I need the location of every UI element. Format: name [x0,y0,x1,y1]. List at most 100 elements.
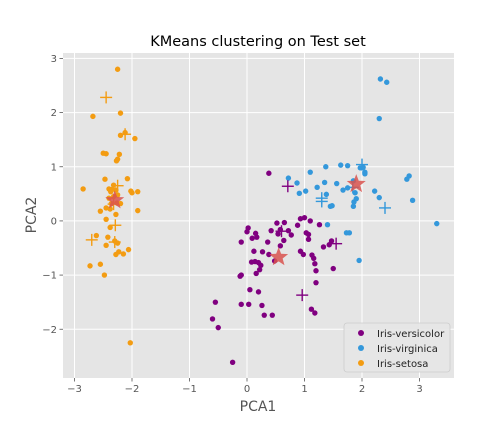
point-iris-virginica [384,79,390,85]
point-iris-virginica [323,191,330,198]
point-iris-versicolor [229,359,236,365]
point-iris-versicolor [268,227,274,234]
point-iris-versicolor [313,279,319,286]
point-iris-setosa [117,110,124,116]
centroid-markers [105,174,366,266]
point-iris-virginica [302,188,309,194]
point-iris-virginica [329,203,335,209]
point-iris-versicolor [209,316,216,322]
point-iris-setosa [113,251,119,258]
x-tick-label: −1 [182,384,197,395]
centroid-star-iris-versicolor [269,247,289,266]
cross-marker-iris-setosa [108,236,121,249]
point-iris-setosa [129,190,135,196]
point-iris-versicolor [261,312,267,318]
point-iris-versicolor [269,312,275,318]
point-iris-versicolor [258,262,264,269]
point-iris-setosa [114,156,121,162]
legend-marker-virginica [358,345,364,351]
point-iris-virginica [376,194,382,201]
point-iris-versicolor [308,306,315,312]
point-iris-versicolor [274,220,280,226]
point-iris-versicolor [307,218,313,224]
legend-marker-versicolor [358,330,364,336]
point-iris-virginica [371,188,378,194]
x-axis-label: PCA1 [240,399,277,415]
point-iris-setosa [102,176,108,182]
point-iris-virginica [314,184,320,191]
point-iris-setosa [135,207,141,214]
point-iris-virginica [376,115,382,122]
legend: Iris-versicolor Iris-virginica Iris-seto… [343,322,451,373]
point-iris-setosa [109,186,115,193]
point-iris-setosa [103,216,109,222]
point-iris-versicolor [300,251,307,258]
centroid-star-iris-virginica [346,174,366,193]
point-iris-setosa [105,234,111,240]
point-iris-versicolor [246,301,252,308]
point-iris-versicolor [266,251,272,258]
cross-marker-iris-setosa [111,179,124,192]
point-iris-virginica [409,197,416,204]
point-iris-versicolor [313,268,319,274]
point-iris-versicolor [244,229,250,235]
point-iris-versicolor [215,324,221,331]
point-iris-versicolor [281,237,287,244]
point-iris-virginica [324,222,331,228]
point-iris-versicolor [256,266,263,273]
point-iris-virginica [307,169,313,175]
point-iris-versicolor [328,238,335,244]
x-tick-label: −2 [125,384,140,395]
cross-marker-iris-setosa [119,128,132,141]
y-tick-label: −1 [42,271,57,282]
point-iris-virginica [356,257,362,264]
legend-label-versicolor: Iris-versicolor [377,329,445,340]
point-iris-setosa [113,211,119,218]
y-tick-label: −2 [42,325,57,336]
point-iris-virginica [377,76,384,82]
point-iris-versicolor [277,243,284,249]
point-iris-setosa [132,135,138,142]
point-iris-virginica [362,169,368,175]
point-iris-virginica [353,196,359,202]
point-iris-versicolor [316,222,323,228]
point-iris-virginica [434,220,440,227]
point-iris-virginica [321,179,328,186]
point-iris-setosa [80,186,86,192]
cross-marker-iris-versicolor [275,225,288,238]
point-iris-versicolor [330,265,336,272]
point-iris-virginica [338,162,344,168]
point-iris-versicolor [249,235,255,241]
point-iris-versicolor [312,310,318,316]
point-iris-setosa [87,263,93,269]
point-iris-setosa [101,272,108,278]
y-tick-label: 3 [51,54,57,65]
x-axis-ticks: −3 −2 −1 0 1 2 3 [67,378,423,395]
point-iris-setosa [127,340,133,346]
point-iris-setosa [116,151,123,157]
point-iris-virginica [406,173,412,179]
cross-marker-iris-virginica [379,201,391,214]
point-iris-setosa [90,113,96,120]
cross-marker-iris-virginica [356,158,368,171]
point-iris-setosa [120,251,127,257]
data-points [80,66,440,365]
point-iris-versicolor [255,289,262,295]
point-iris-setosa [93,232,100,239]
point-iris-versicolor [275,231,281,237]
point-iris-versicolor [248,259,255,265]
x-tick-label: 0 [244,384,250,395]
cross-marker-iris-versicolor [296,289,309,302]
point-iris-setosa [124,175,131,182]
point-iris-setosa [97,261,104,267]
cross-marker-iris-setosa [100,91,113,104]
x-tick-label: 1 [301,384,307,395]
point-iris-versicolor [238,301,244,308]
y-axis-label: PCA2 [24,197,40,234]
point-iris-setosa [114,240,121,246]
point-iris-versicolor [312,261,318,267]
point-iris-setosa [100,150,106,156]
point-iris-virginica [340,187,346,193]
cross-marker-iris-virginica [315,195,328,208]
